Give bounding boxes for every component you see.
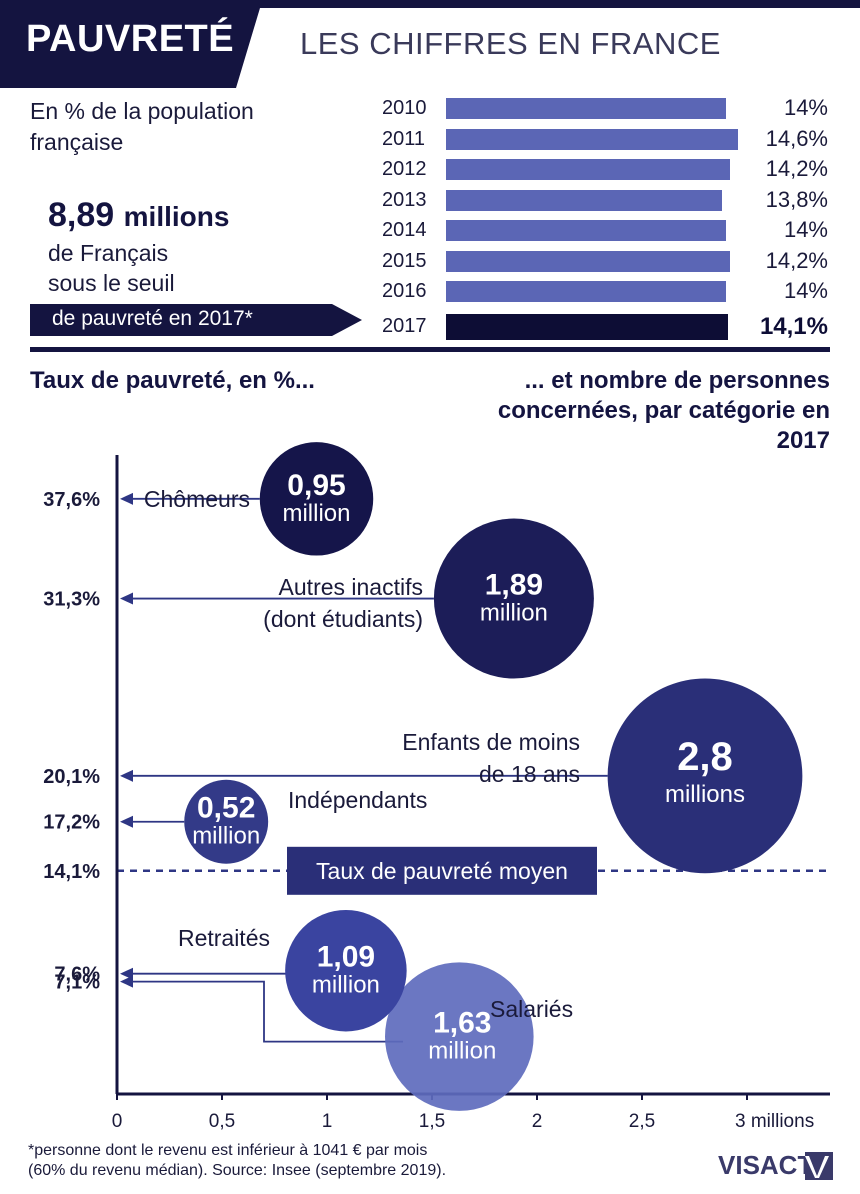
x-tick-label: 2,5 [629, 1111, 655, 1132]
section-divider [30, 347, 830, 352]
count-heading: ... et nombre de personnes concernées, p… [497, 367, 830, 454]
bubble [385, 962, 534, 1111]
year-bar [446, 250, 730, 272]
year-label: 2010 [382, 97, 427, 119]
x-tick-label: 1,5 [419, 1111, 445, 1132]
year-bar [446, 189, 722, 211]
year-bar [446, 159, 730, 180]
highlight-number: 8,89 millions [48, 196, 229, 235]
bubble-value-label: 1,89 [485, 569, 543, 602]
bubble-arrow-line [130, 980, 404, 1043]
category-label: (dont étudiants) [263, 606, 423, 632]
y-tick-label: 20,1% [43, 766, 100, 788]
x-tick-label: 0,5 [209, 1111, 235, 1132]
year-value-label: 14,2% [765, 247, 828, 273]
x-tick-label: 1 [322, 1111, 333, 1132]
year-value-label: 14% [783, 278, 828, 303]
bubble-unit-label: million [192, 823, 260, 850]
bubble-unit-label: million [480, 600, 548, 627]
bubble [607, 678, 803, 874]
rate-heading: Taux de pauvreté, en %... [30, 367, 315, 394]
footnote-line-1: *personne dont le revenu est inférieur à… [28, 1142, 428, 1159]
year-bar [446, 128, 738, 150]
bubble-unit-label: million [312, 972, 380, 999]
category-label: Autres inactifs [279, 574, 423, 600]
bubble [184, 779, 269, 864]
bubble-value-label: 0,95 [287, 469, 345, 502]
page-title: PAUVRETÉ [26, 18, 235, 60]
year-label: 2011 [382, 127, 426, 150]
highlight-unit: millions [123, 201, 230, 232]
category-label: Salariés [490, 996, 573, 1022]
year-value-label: 14% [783, 217, 828, 242]
arrowhead-icon [120, 967, 133, 980]
year-value-label: 13,8% [765, 186, 828, 212]
bubble-value-label: 1,09 [317, 941, 375, 974]
arrowhead-icon [120, 975, 133, 988]
bubble [433, 518, 594, 679]
header-panel [260, 8, 860, 88]
page-subtitle: LES CHIFFRES EN FRANCE [300, 26, 721, 61]
year-value-label: 14,1% [759, 312, 828, 340]
arrowhead-icon [120, 592, 133, 605]
arrowhead-icon [120, 815, 133, 828]
x-tick-label: 3 millions [735, 1111, 814, 1132]
bubble-unit-label: million [428, 1038, 496, 1065]
year-value-label: 14,6% [765, 125, 828, 151]
category-label: Enfants de moins [402, 729, 580, 755]
highlight-arrow-icon [332, 304, 362, 336]
brand-logo-icon [805, 1152, 833, 1180]
average-label-box [287, 846, 597, 895]
year-value-label: 14,2% [765, 156, 828, 181]
year-bar [446, 220, 726, 241]
year-label: 2013 [382, 188, 427, 211]
bubble-value-label: 2,8 [677, 735, 733, 779]
category-label: Indépendants [288, 787, 427, 813]
x-tick-label: 2 [532, 1111, 543, 1132]
y-tick-label: 7,6% [54, 964, 100, 986]
bubble-value-label: 0,52 [197, 792, 255, 825]
year-label: 2016 [382, 280, 427, 302]
highlight-line-2: sous le seuil [48, 270, 175, 296]
highlight-line-1: de Français [48, 240, 169, 266]
year-value-label: 14% [783, 95, 828, 120]
year-label: 2014 [382, 219, 427, 241]
bar-chart-caption: En % de la population française [30, 98, 254, 155]
year-label: 2012 [382, 158, 427, 180]
year-label: 2015 [382, 249, 427, 272]
bubble-unit-label: millions [665, 781, 745, 808]
category-label: de 18 ans [479, 761, 580, 787]
bubble [259, 442, 374, 556]
year-bar [446, 313, 728, 340]
header-slant [236, 8, 260, 88]
y-tick-label: 7,1% [54, 972, 100, 994]
arrowhead-icon [120, 492, 133, 505]
y-tick-label: 37,6% [43, 489, 100, 511]
bubble [285, 909, 407, 1032]
y-tick-label: 17,2% [43, 812, 100, 834]
category-label: Retraités [178, 925, 270, 951]
y-tick-label: 14,1% [43, 861, 100, 883]
y-tick-label: 31,3% [43, 589, 100, 611]
year-bar [446, 98, 726, 119]
bubble-value-label: 1,63 [433, 1007, 491, 1040]
x-tick-label: 0 [112, 1111, 123, 1132]
bubble-unit-label: million [282, 500, 350, 527]
highlight-number-value: 8,89 [48, 196, 115, 234]
arrowhead-icon [120, 769, 133, 782]
year-bar [446, 281, 726, 302]
highlight-band [30, 304, 332, 336]
year-label: 2017 [382, 314, 427, 337]
category-label: Chômeurs [144, 486, 250, 512]
highlight-line-3: de pauvreté en 2017* [52, 307, 253, 330]
average-label: Taux de pauvreté moyen [316, 858, 568, 884]
footnote-line-2: (60% du revenu médian). Source: Insee (s… [28, 1162, 447, 1179]
